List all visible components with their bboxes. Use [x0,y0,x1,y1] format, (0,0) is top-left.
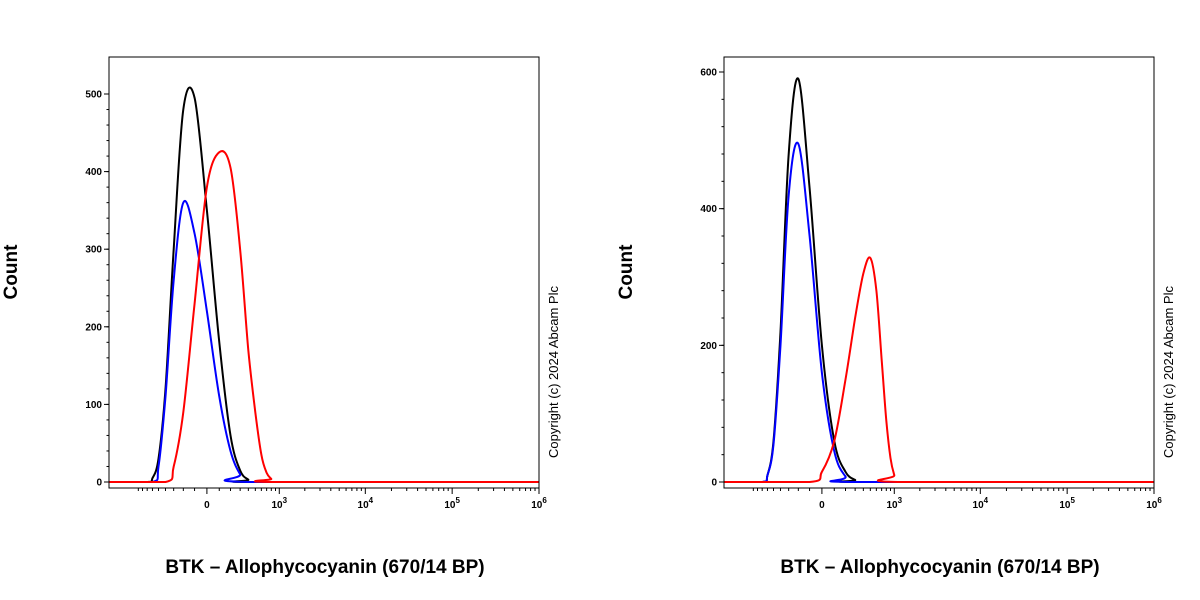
x-axis-right: 0 103 104 105 106 [752,488,1162,511]
curves-right [724,77,1154,484]
x-tick-exponent: 5 [1070,496,1075,505]
series-black-line [109,86,539,484]
x-tick-base: 10 [973,500,985,511]
x-tick-exponent: 4 [369,496,374,505]
x-tick-base: 10 [1059,500,1071,511]
series-blue-line [109,199,539,484]
x-tick-exponent: 6 [542,496,547,505]
series-blue-line [724,141,1154,484]
x-tick-label: 0 [204,500,210,511]
x-tick-exponent: 3 [283,496,288,505]
x-tick-exponent: 3 [898,496,903,505]
x-tick-base: 0 [819,500,825,511]
y-axis-title-right: Count [616,244,637,300]
series-black-line [724,77,1154,484]
y-axis-title-left: Count [1,244,22,300]
x-tick-label: 103 [886,496,902,511]
x-tick-base: 10 [444,500,456,511]
series-red-line [109,150,539,484]
x-axis-title-left: BTK – Allophycocyanin (670/14 BP) [165,557,484,578]
x-tick-label: 105 [1059,496,1075,511]
plot-frame-right [723,56,1155,489]
x-tick-label: 106 [1146,496,1162,511]
x-tick-label: 0 [819,500,825,511]
x-tick-base: 10 [1146,500,1158,511]
x-tick-base: 10 [531,500,543,511]
curves-left [109,86,539,484]
x-tick-base: 10 [271,500,283,511]
x-tick-label: 106 [531,496,547,511]
y-tick-label: 100 [85,400,102,411]
y-tick-label: 300 [85,245,102,256]
y-tick-label: 0 [96,478,102,489]
y-tick-label: 200 [85,322,102,333]
x-tick-base: 10 [358,500,370,511]
x-axis-title-right: BTK – Allophycocyanin (670/14 BP) [780,557,1099,578]
x-tick-exponent: 4 [984,496,989,505]
y-tick-label: 500 [85,90,102,101]
x-tick-exponent: 6 [1157,496,1162,505]
y-tick-label: 400 [85,167,102,178]
x-tick-label: 104 [973,496,989,511]
y-tick-label: 400 [700,204,717,215]
y-axis-right: 0 200 400 600 [700,68,724,489]
copyright-left: Copyright (c) 2024 Abcam Plc [546,286,561,458]
y-tick-label: 0 [711,478,717,489]
x-tick-label: 104 [358,496,374,511]
x-tick-label: 103 [271,496,287,511]
y-tick-label: 600 [700,68,717,79]
copyright-right: Copyright (c) 2024 Abcam Plc [1161,286,1176,458]
y-tick-label: 200 [700,341,717,352]
x-tick-base: 10 [886,500,898,511]
x-tick-base: 0 [204,500,210,511]
x-tick-label: 105 [444,496,460,511]
x-tick-exponent: 5 [455,496,460,505]
series-red-line [724,256,1154,484]
x-axis-left: 0 103 104 105 106 [137,488,547,511]
y-axis-left: 0 100 200 300 400 500 [85,90,109,489]
plot-frame-left [108,56,540,489]
